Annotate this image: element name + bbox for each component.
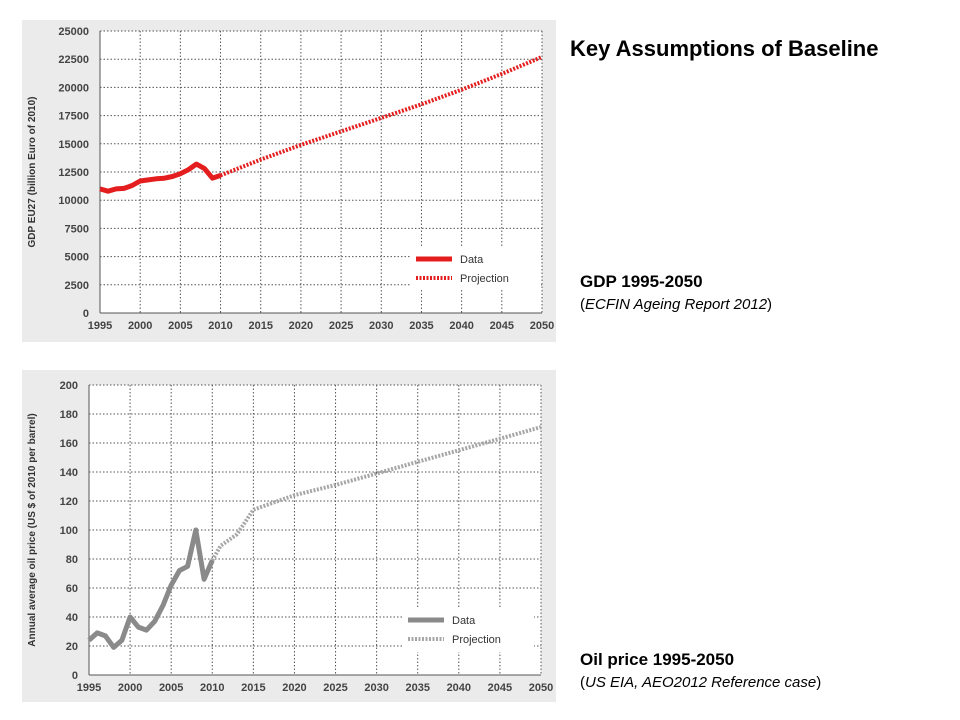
gdp-y-tick-label: 10000 xyxy=(58,195,89,207)
gdp-x-tick-label: 2010 xyxy=(208,320,232,332)
oil-x-tick-label: 2010 xyxy=(200,682,224,694)
gdp-chart-panel: 1995 2000 2005 2010 2015 2020 2025 2030 2035 2040… xyxy=(22,20,556,342)
oil-x-tick-label: 2030 xyxy=(364,682,388,694)
gdp-y-axis-label: GDP EU27 (billion Euro of 2010) xyxy=(27,97,38,248)
gdp-y-tick-label: 22500 xyxy=(58,54,89,66)
oil-x-tick-label: 2015 xyxy=(241,682,265,694)
gdp-y-tick-label: 2500 xyxy=(65,280,89,292)
oil-x-tick-label: 2020 xyxy=(282,682,306,694)
oil-x-tick-label: 2005 xyxy=(159,682,183,694)
oil-y-tick-label: 140 xyxy=(60,467,78,479)
slide-title: Key Assumptions of Baseline xyxy=(570,36,879,61)
oil-y-tick-label: 180 xyxy=(60,409,78,421)
oil-y-tick-label: 60 xyxy=(66,583,78,595)
gdp-y-tick-label: 25000 xyxy=(58,26,89,38)
oil-caption: Oil price 1995-2050 (US EIA, AEO2012 Ref… xyxy=(580,650,821,691)
oil-caption-source: (US EIA, AEO2012 Reference case) xyxy=(580,674,822,691)
oil-x-tick-label: 2045 xyxy=(488,682,512,694)
oil-chart-panel: 1995 2000 2005 2010 2015 2020 2025 2030 2035 2040… xyxy=(22,370,556,702)
gdp-y-tick-label: 20000 xyxy=(58,82,89,94)
oil-series-data-line xyxy=(87,527,215,650)
oil-y-tick-label: 20 xyxy=(66,641,78,653)
gdp-legend-label-projection: Projection xyxy=(460,273,509,285)
oil-x-tick-label: 2050 xyxy=(529,682,553,694)
gdp-x-tick-label: 2005 xyxy=(168,320,192,332)
gdp-series-projection-line xyxy=(219,55,543,178)
gdp-x-tick-label: 2040 xyxy=(449,320,473,332)
gdp-y-tick-label: 7500 xyxy=(65,223,89,235)
gdp-x-tick-label: 2000 xyxy=(128,320,152,332)
oil-caption-source-text: US EIA, AEO2012 Reference case xyxy=(585,674,817,691)
gdp-caption: GDP 1995-2050 (ECFIN Ageing Report 2012) xyxy=(580,272,772,313)
oil-chart: 1995 2000 2005 2010 2015 2020 2025 2030 2035 2040… xyxy=(27,380,553,694)
oil-x-tick-label: 2000 xyxy=(118,682,142,694)
oil-y-tick-label: 160 xyxy=(60,438,78,450)
gdp-legend-label-data: Data xyxy=(460,254,484,266)
gdp-x-tick-label: 2050 xyxy=(530,320,554,332)
oil-y-tick-label: 40 xyxy=(66,612,78,624)
gdp-y-tick-label: 12500 xyxy=(58,167,89,179)
oil-y-tick-label: 0 xyxy=(72,670,78,682)
gdp-x-tick-label: 2030 xyxy=(369,320,393,332)
gdp-x-tick-label: 2020 xyxy=(289,320,313,332)
gdp-chart: 1995 2000 2005 2010 2015 2020 2025 2030 2035 2040… xyxy=(27,26,554,332)
oil-y-tick-label: 200 xyxy=(60,380,78,392)
gdp-y-tick-label: 0 xyxy=(83,308,89,320)
oil-y-axis-label: Annual average oil price (US $ of 2010 p… xyxy=(27,413,38,646)
gdp-y-tick-label: 5000 xyxy=(65,252,89,264)
gdp-x-tick-label: 2025 xyxy=(329,320,353,332)
oil-legend: Data Projection xyxy=(402,608,534,652)
oil-legend-label-projection: Projection xyxy=(452,634,501,646)
oil-legend-label-data: Data xyxy=(452,615,476,627)
gdp-legend: Data Projection xyxy=(410,247,540,289)
gdp-y-tick-label: 15000 xyxy=(58,139,89,151)
gdp-legend-box xyxy=(410,247,540,289)
gdp-caption-title: GDP 1995-2050 xyxy=(580,272,703,291)
gdp-x-tick-label: 2015 xyxy=(248,320,272,332)
gdp-series-data-line xyxy=(99,161,222,194)
oil-x-tick-label: 2025 xyxy=(323,682,347,694)
gdp-caption-source-text: ECFIN Ageing Report 2012 xyxy=(585,296,768,313)
oil-legend-box xyxy=(402,608,534,652)
gdp-x-tick-label: 1995 xyxy=(88,320,112,332)
gdp-y-tick-label: 17500 xyxy=(58,111,89,123)
oil-y-tick-label: 80 xyxy=(66,554,78,566)
gdp-x-tick-label: 2045 xyxy=(490,320,514,332)
oil-y-tick-label: 120 xyxy=(60,496,78,508)
oil-x-tick-label: 2035 xyxy=(405,682,429,694)
oil-series-projection-line xyxy=(210,425,542,562)
oil-x-tick-label: 1995 xyxy=(77,682,101,694)
oil-caption-title: Oil price 1995-2050 xyxy=(580,650,735,669)
oil-y-tick-label: 100 xyxy=(60,525,78,537)
oil-x-tick-label: 2040 xyxy=(447,682,471,694)
gdp-caption-source: (ECFIN Ageing Report 2012) xyxy=(580,296,773,313)
gdp-x-tick-label: 2035 xyxy=(409,320,433,332)
